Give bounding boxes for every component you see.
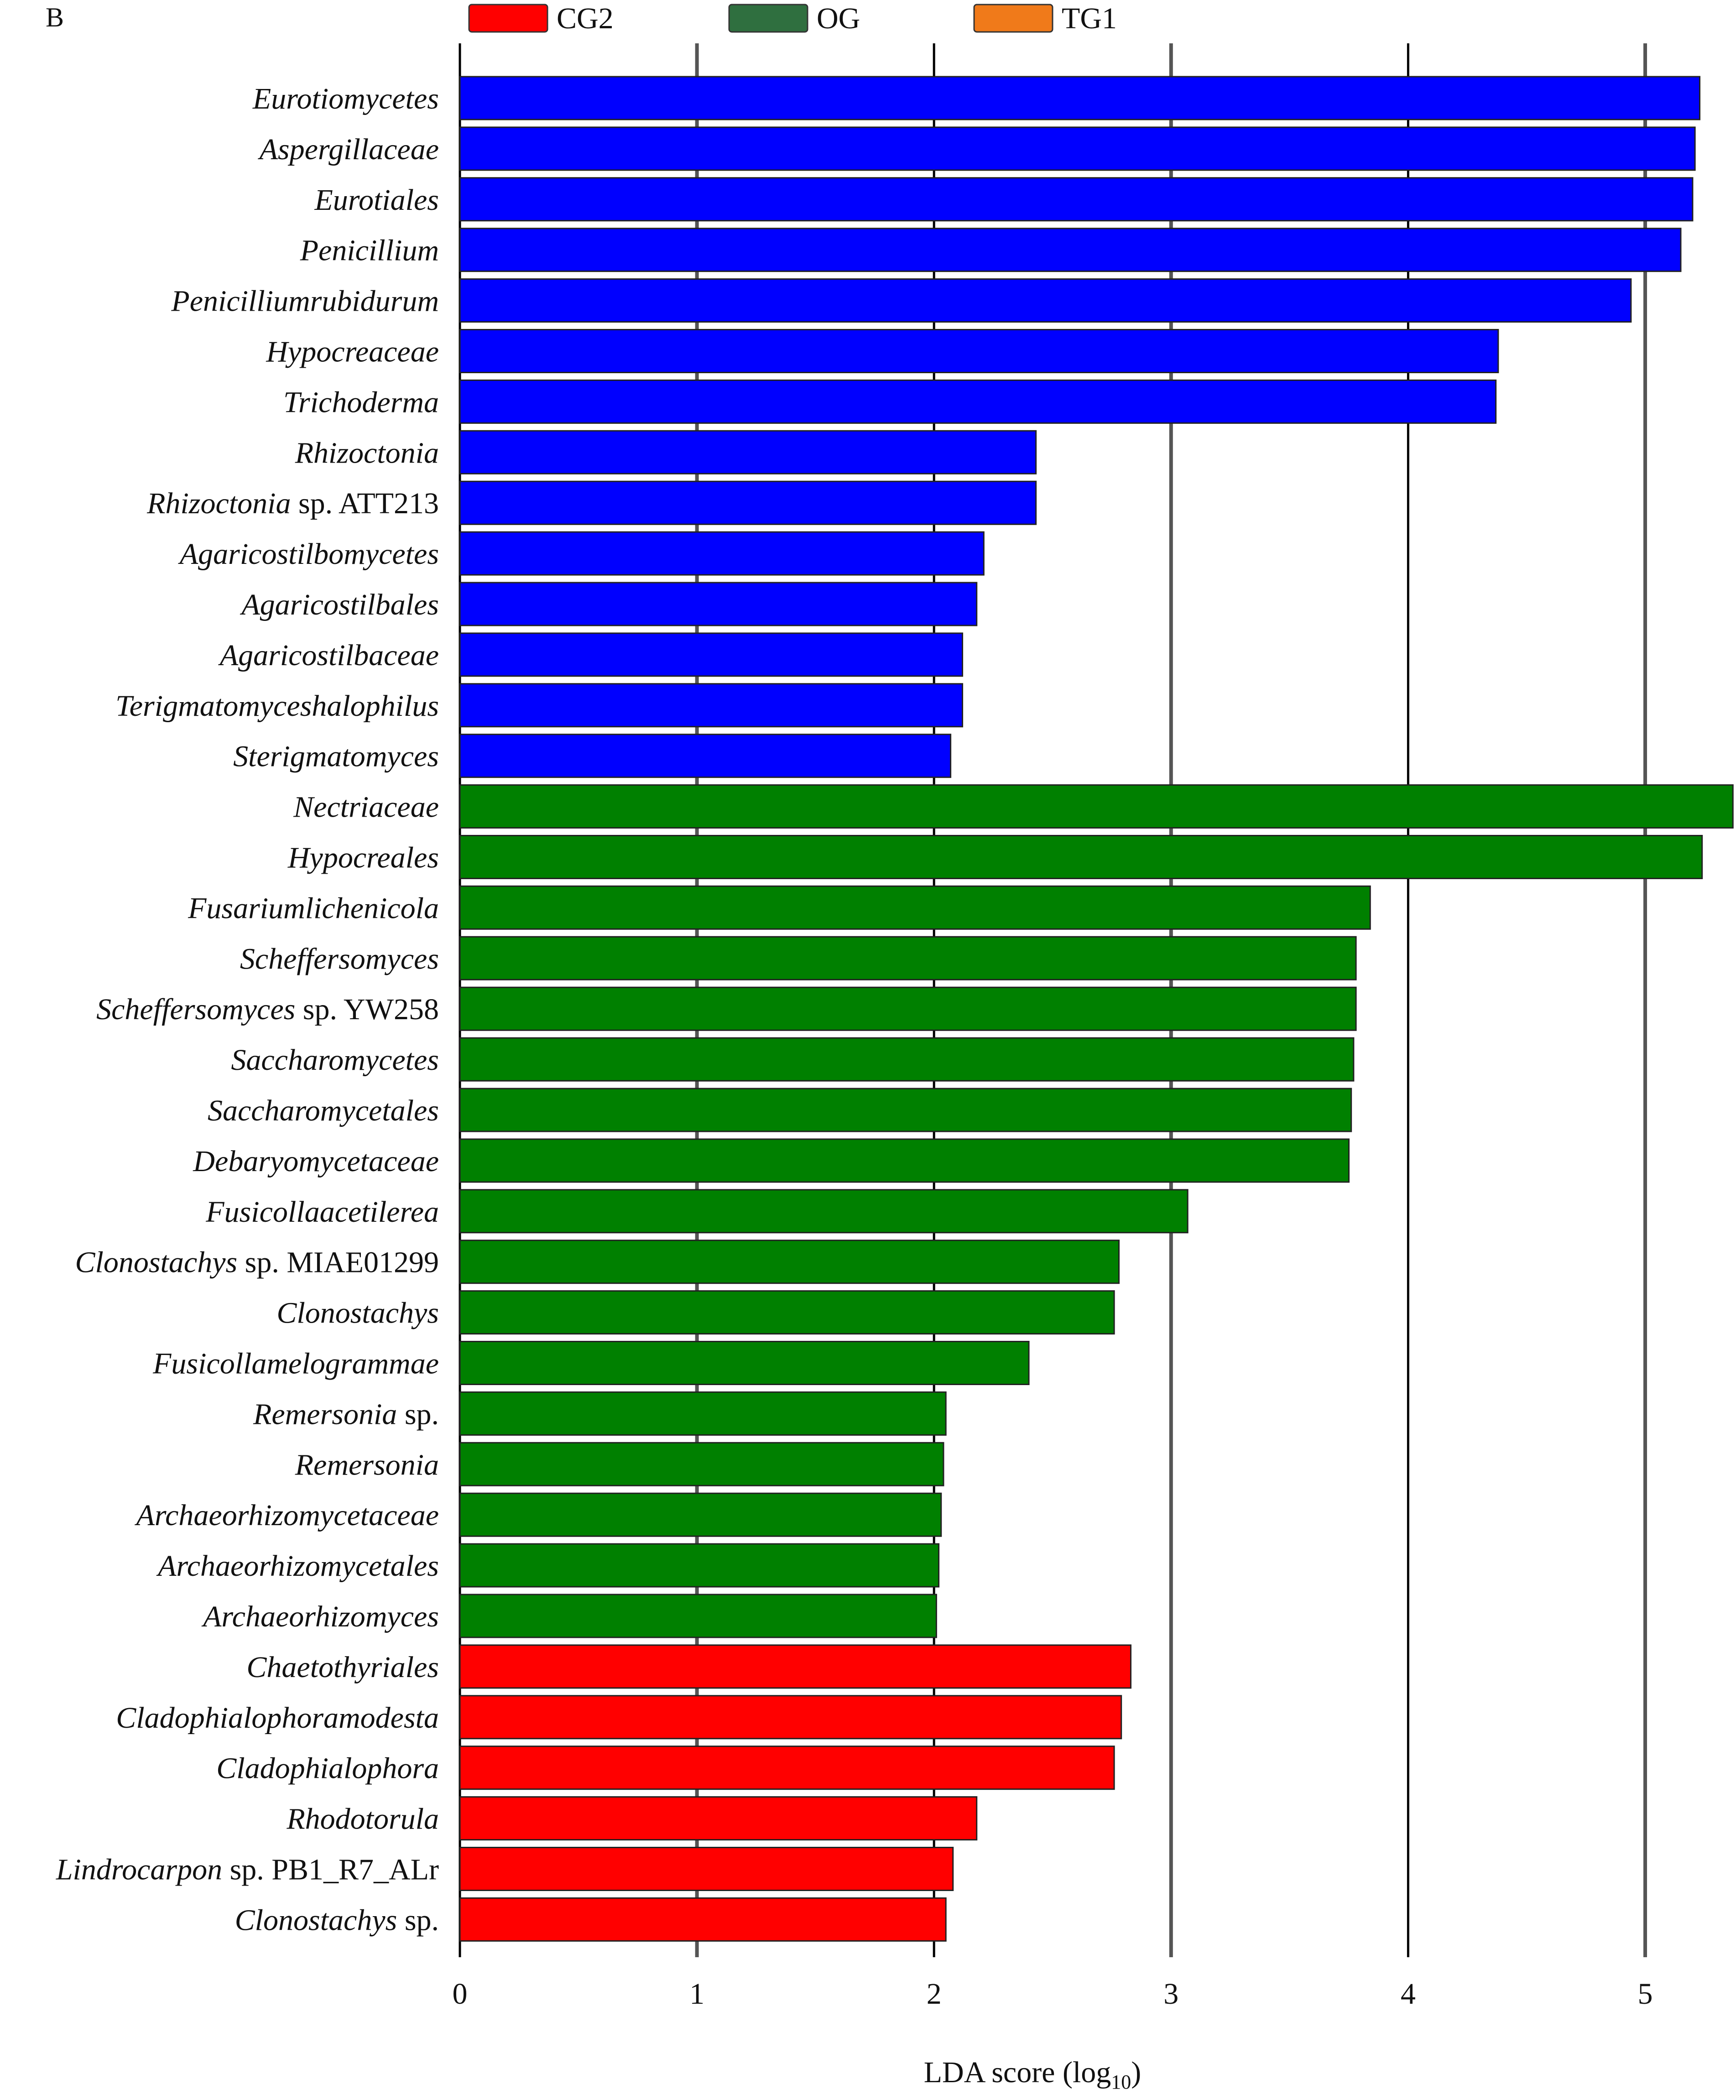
category-label: Cladophialophoramodesta (116, 1701, 439, 1735)
bar (459, 177, 1694, 222)
x-tick-label: 5 (1638, 1977, 1653, 2011)
category-label: Fusariumlichenicola (188, 891, 439, 925)
bar (459, 632, 964, 677)
legend-label: TG1 (1062, 2, 1117, 35)
bar (459, 1189, 1189, 1234)
x-tick-label: 0 (453, 1977, 468, 2011)
category-label: Penicilliumrubidurum (171, 285, 439, 318)
legend-label: CG2 (557, 2, 614, 35)
bar (459, 1088, 1352, 1132)
category-label: Hypocreales (287, 841, 439, 875)
category-labels: Eurotiomycetes Aspergillaceae Eurotiales Pe… (56, 82, 439, 1937)
category-label: Terigmatomyceshalophilus (115, 689, 439, 723)
category-label: Scheffersomyces (240, 942, 439, 975)
category-label: Cladophialophora (216, 1752, 439, 1785)
category-label: Agaricostilbaceae (218, 639, 439, 672)
category-label: Lindrocarpon sp. PB1_R7_ALr (56, 1853, 439, 1886)
category-label: Rhodotorula (286, 1803, 439, 1836)
category-label: Remersonia sp. (253, 1397, 439, 1431)
bar (459, 278, 1632, 323)
bar (459, 1594, 937, 1638)
category-label: Agaricostilbomycetes (178, 537, 439, 571)
legend-swatch (728, 4, 808, 33)
category-label: Archaeorhizomycetaceae (135, 1499, 439, 1532)
bar (459, 986, 1357, 1031)
bar (459, 228, 1682, 272)
category-label: Scheffersomyces sp. YW258 (96, 993, 439, 1026)
bar (459, 76, 1701, 120)
category-label: Eurotiales (314, 183, 439, 217)
category-label: Rhizoctonia (295, 436, 439, 469)
x-tick-label: 2 (927, 1977, 942, 2011)
bar (459, 329, 1499, 373)
bars (459, 76, 1734, 1942)
category-label: Eurotiomycetes (252, 82, 439, 115)
category-label: Archaeorhizomycetales (156, 1549, 439, 1583)
x-tick-label: 1 (689, 1977, 704, 2011)
category-label: Chaetothyriales (246, 1651, 439, 1684)
category-label: Saccharomycetales (208, 1094, 439, 1127)
category-label: Nectriaceae (293, 791, 439, 824)
bar (459, 582, 978, 626)
bar (459, 1391, 947, 1436)
bar (459, 379, 1497, 424)
category-label: Penicillium (300, 234, 439, 267)
x-tick-label: 3 (1163, 1977, 1178, 2011)
category-label: Clonostachys (276, 1297, 439, 1330)
bar (459, 1796, 978, 1841)
category-label: Remersonia (295, 1448, 439, 1481)
bar (459, 835, 1703, 879)
bar (459, 126, 1696, 171)
bar (459, 1037, 1355, 1082)
bar (459, 430, 1037, 474)
category-label: Archaeorhizomyces (201, 1600, 439, 1633)
category-label: Sterigmatomyces (233, 740, 439, 773)
category-label: Agaricostilbales (240, 588, 439, 621)
bar (459, 936, 1357, 980)
category-label: Trichoderma (283, 386, 439, 419)
category-label: Fusicollamelogrammae (152, 1347, 439, 1381)
legend-swatch (468, 4, 548, 33)
bar (459, 1695, 1122, 1740)
bar (459, 1442, 944, 1486)
bar (459, 1138, 1350, 1183)
legend-swatch (973, 4, 1053, 33)
category-label: Saccharomycetes (231, 1043, 439, 1077)
bar (459, 1746, 1115, 1790)
bar (459, 1492, 942, 1537)
bar (459, 1543, 940, 1588)
legend-label: OG (817, 2, 860, 35)
bar (459, 1644, 1131, 1689)
category-label: Fusicollaacetilerea (205, 1195, 439, 1229)
bar (459, 1290, 1115, 1335)
category-label: Debaryomycetaceae (193, 1145, 439, 1178)
category-label: Clonostachys sp. (235, 1903, 439, 1937)
x-tick-label: 4 (1401, 1977, 1416, 2011)
bar (459, 480, 1037, 525)
bar (459, 683, 964, 728)
bar (459, 531, 985, 576)
category-label: Clonostachys sp. MIAE01299 (75, 1246, 439, 1279)
category-label: Hypocreaceae (266, 335, 439, 369)
bar (459, 734, 952, 778)
x-axis: 0 1 2 3 4 5 (453, 1977, 1653, 2011)
bar (459, 1240, 1120, 1284)
category-label: Aspergillaceae (258, 133, 439, 166)
panel-label: B (46, 2, 64, 32)
bar (459, 885, 1371, 930)
bar (459, 1897, 947, 1942)
legend: CG2 OG TG1 (468, 2, 1117, 35)
bar (459, 1847, 954, 1891)
x-axis-title: LDA score (log10) (924, 2056, 1142, 2093)
bar (459, 784, 1734, 829)
category-label: Rhizoctonia sp. ATT213 (146, 487, 439, 520)
bar (459, 1341, 1030, 1385)
